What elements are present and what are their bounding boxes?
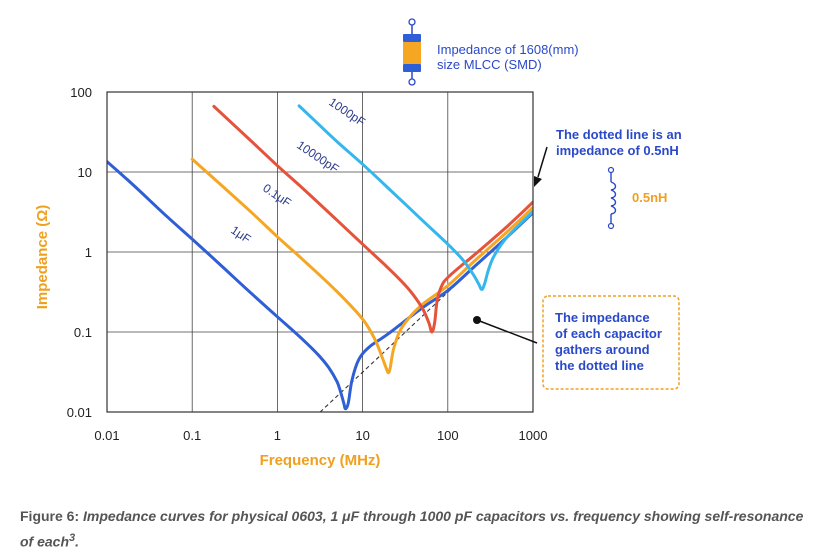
impedance-chart: 100 10 1 0.1 0.01 0.01 0.1 1 10 100 1000 Impedanc… xyxy=(34,18,682,469)
x-tick-label: 10 xyxy=(355,428,369,443)
legend-line-2: size MLCC (SMD) xyxy=(437,57,542,72)
series-line-10000pf xyxy=(212,104,533,334)
y-tick-label: 10 xyxy=(78,165,92,180)
x-tick-label: 0.01 xyxy=(94,428,119,443)
y-tick-label: 0.01 xyxy=(67,405,92,420)
capacitor-icon xyxy=(403,18,421,86)
inductor-icon xyxy=(607,166,617,230)
x-axis-title: Frequency (MHz) xyxy=(260,452,381,469)
x-tick-labels: 0.01 0.1 1 10 100 1000 xyxy=(94,428,547,443)
y-tick-label: 0.1 xyxy=(74,325,92,340)
dotted-note-line-2: impedance of 0.5nH xyxy=(556,143,679,158)
series-line-1f xyxy=(107,160,533,411)
gather-note-pointer xyxy=(473,316,538,344)
caption-text: Impedance curves for physical 0603, 1 μF… xyxy=(20,508,804,550)
caption-lead: Figure 6: xyxy=(20,508,80,524)
x-tick-label: 100 xyxy=(437,428,459,443)
y-tick-labels: 100 10 1 0.1 0.01 xyxy=(67,85,92,420)
series-label-1000pf: 1000pF xyxy=(326,95,368,129)
legend-line-1: Impedance of 1608(mm) xyxy=(437,42,579,57)
gather-note-line-1: The impedance xyxy=(555,310,650,325)
series-line-01f xyxy=(190,157,533,375)
x-tick-label: 1000 xyxy=(519,428,548,443)
series-label-1uf: 1μF xyxy=(228,223,253,246)
y-tick-label: 100 xyxy=(70,85,92,100)
curves xyxy=(107,104,533,412)
figure-caption: Figure 6: Impedance curves for physical … xyxy=(20,505,820,553)
caption-superscript: 3 xyxy=(69,532,76,544)
plot-frame xyxy=(106,91,534,413)
dotted-note-arrow xyxy=(534,146,548,187)
caption-tail: . xyxy=(75,533,80,550)
gather-note-line-4: the dotted line xyxy=(555,358,644,373)
series-line-1000pf xyxy=(297,104,533,291)
gather-note-line-2: of each capacitor xyxy=(555,326,662,341)
y-axis-title: Impedance (Ω) xyxy=(34,205,51,310)
grid xyxy=(106,91,534,413)
y-tick-label: 1 xyxy=(85,245,92,260)
gather-note-line-3: gathers around xyxy=(555,342,650,357)
x-tick-label: 1 xyxy=(274,428,281,443)
gather-note-box xyxy=(542,295,680,390)
inductor-label: 0.5nH xyxy=(632,190,667,205)
x-tick-label: 0.1 xyxy=(183,428,201,443)
series-label-10000pf: 10000pF xyxy=(294,138,341,176)
dotted-note-line-1: The dotted line is an xyxy=(556,127,682,142)
